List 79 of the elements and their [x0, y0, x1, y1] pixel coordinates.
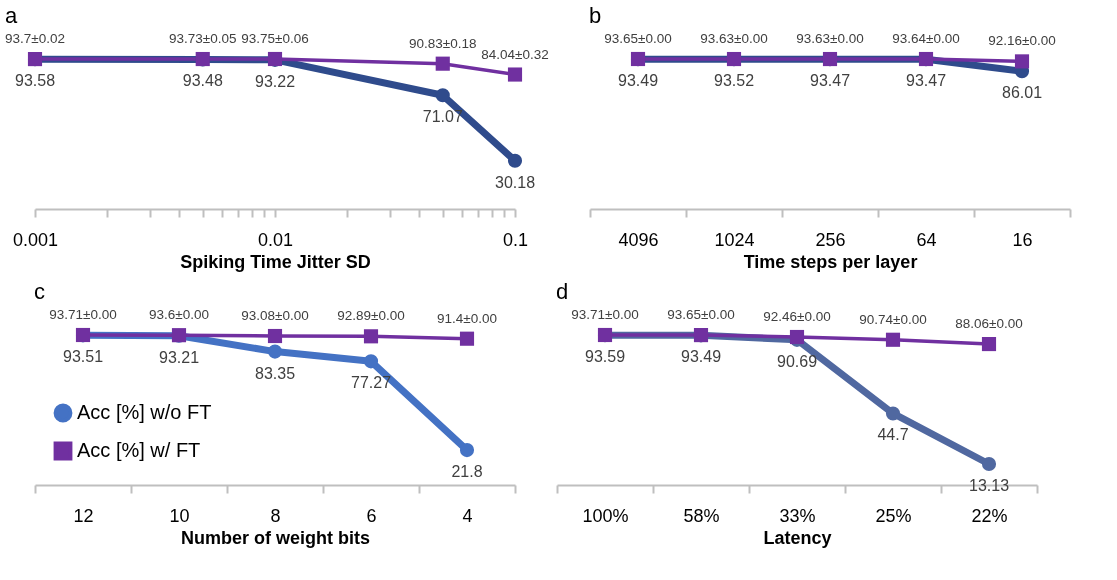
data-label: 92.89±0.00 [337, 308, 405, 324]
data-label: 44.7 [877, 426, 909, 444]
x-tick-label: 256 [815, 229, 846, 250]
point [1014, 54, 1030, 69]
data-label: 93.22 [254, 72, 296, 90]
point [267, 344, 283, 359]
data-label: 13.13 [968, 476, 1010, 494]
point [363, 354, 379, 369]
chart-title: b [589, 3, 602, 28]
x-tick-label: 12 [73, 505, 94, 526]
x-tick-label: 16 [1012, 229, 1033, 250]
data-label: 93.63±0.00 [700, 31, 768, 47]
chart-title: d [556, 279, 569, 304]
x-tick-label: 25% [875, 505, 912, 526]
data-label: 93.63±0.00 [796, 31, 864, 47]
data-label: 93.08±0.00 [241, 308, 309, 324]
data-label: 92.16±0.00 [988, 33, 1056, 49]
x-axis-title: Spiking Time Jitter SD [180, 251, 371, 272]
x-tick-label: 0.001 [12, 229, 59, 250]
data-label: 71.07 [422, 108, 463, 126]
data-label: 91.4±0.00 [437, 310, 497, 326]
data-label: 88.06±0.00 [955, 316, 1023, 332]
point [459, 331, 475, 346]
data-label: 93.49 [617, 72, 659, 90]
x-tick-label: 6 [366, 505, 377, 526]
x-tick-label: 64 [916, 229, 937, 250]
point [363, 329, 379, 344]
point [267, 328, 283, 344]
data-label: 93.21 [158, 348, 200, 366]
data-label: 93.51 [62, 348, 104, 366]
x-tick-label: 4 [462, 505, 473, 526]
x-tick-label: 8 [270, 505, 281, 526]
data-label: 90.83±0.18 [409, 35, 477, 51]
point [981, 336, 997, 352]
x-tick-label: 0.1 [502, 229, 529, 250]
x-tick-label: 100% [582, 505, 629, 526]
x-tick-label: 22% [971, 505, 1008, 526]
x-tick-label: 1024 [714, 229, 755, 250]
data-label: 83.35 [254, 364, 296, 382]
x-tick-label: 4096 [618, 229, 659, 250]
data-label: 93.71±0.00 [571, 307, 639, 322]
x-tick-label: 58% [683, 505, 720, 526]
x-tick-label: 0.01 [257, 229, 294, 250]
data-label: 77.27 [350, 374, 392, 392]
data-label: 92.46±0.00 [763, 309, 831, 324]
data-label: 93.49 [680, 348, 722, 366]
point [885, 332, 901, 347]
data-label: 93.65±0.00 [604, 31, 672, 46]
data-label: 30.18 [494, 173, 536, 191]
data-label: 93.75±0.06 [241, 31, 309, 46]
x-tick-label: 10 [169, 505, 190, 526]
data-label: 86.01 [1001, 84, 1043, 102]
data-label: 84.04±0.32 [481, 46, 549, 62]
data-label: 93.58 [14, 72, 56, 90]
data-label: 93.47 [809, 72, 851, 90]
data-label: 93.65±0.00 [667, 307, 735, 323]
chart-title: c [34, 279, 45, 304]
data-label: 90.69 [776, 352, 818, 370]
point [981, 456, 997, 472]
x-tick-label: 33% [779, 505, 816, 526]
x-axis-title: Latency [763, 527, 832, 548]
data-label: 93.48 [182, 72, 223, 90]
legend-label: Acc [%] w/ FT [77, 439, 201, 461]
data-label: 93.47 [905, 72, 947, 90]
data-label: 93.52 [713, 72, 755, 90]
point [459, 443, 475, 458]
data-label: 93.7±0.02 [5, 31, 65, 47]
data-label: 90.74±0.00 [859, 311, 927, 327]
data-label: 21.8 [451, 463, 483, 481]
data-label: 93.71±0.00 [49, 307, 117, 322]
data-label: 93.6±0.00 [149, 307, 209, 323]
data-label: 93.64±0.00 [892, 31, 960, 47]
x-axis-title: Time steps per layer [743, 251, 918, 272]
legend-label: Acc [%] w/o FT [77, 401, 212, 423]
x-axis-title: Number of weight bits [181, 527, 370, 548]
data-label: 93.73±0.05 [169, 31, 237, 47]
data-label: 93.59 [584, 348, 626, 366]
chart-title: a [5, 3, 19, 28]
point [885, 406, 901, 421]
